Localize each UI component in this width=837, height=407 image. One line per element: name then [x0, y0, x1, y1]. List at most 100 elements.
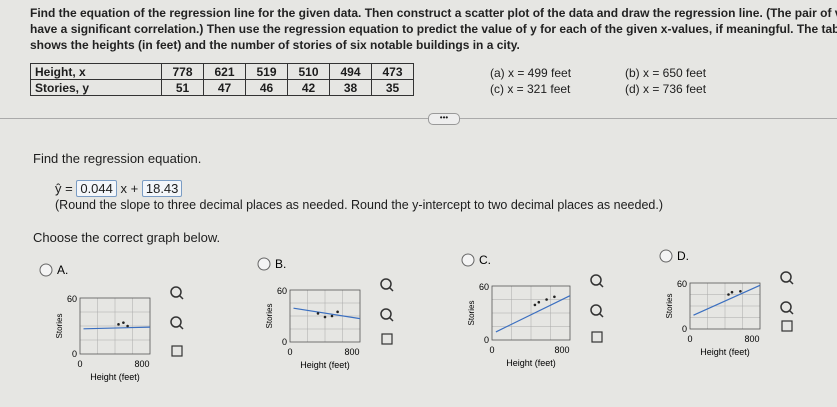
y-tick-label: 60: [67, 294, 77, 304]
point: [553, 295, 556, 299]
y-tick-label: 0: [72, 349, 77, 359]
slope-input[interactable]: 0.044: [76, 180, 117, 197]
x-tick-label: 0: [287, 347, 292, 357]
point: [316, 312, 320, 315]
part: (b) x = 650 feet: [625, 66, 707, 80]
zoom-icon[interactable]: [780, 271, 792, 283]
plot-frame: [491, 285, 571, 341]
table-cell: 473: [371, 63, 414, 80]
intercept-input[interactable]: 18.43: [141, 180, 183, 197]
option-label: C.: [479, 253, 491, 267]
x-tick-label: 0: [489, 345, 494, 355]
popout-icon[interactable]: [171, 345, 183, 357]
equation: ŷ = 0.044 x + 18.43: [55, 180, 183, 197]
y-axis-label: Stories: [55, 314, 64, 339]
y-tick-label: 0: [282, 337, 287, 347]
zoom-handle: [388, 316, 394, 322]
plot-frame: [79, 297, 151, 355]
zoom-icon[interactable]: [380, 308, 392, 320]
y-tick-label: 60: [677, 279, 687, 289]
point: [330, 314, 334, 318]
table-cell: 38: [329, 79, 372, 96]
table-cell: Height, x: [30, 63, 162, 80]
y-axis-label: Stories: [665, 294, 674, 319]
x-axis-label: Height (feet): [300, 360, 350, 370]
point: [545, 298, 548, 301]
zoom-handle: [178, 324, 184, 330]
table-cell: 494: [329, 63, 372, 80]
point: [117, 323, 120, 326]
table-cell: 46: [245, 79, 288, 96]
option-label: A.: [57, 263, 68, 277]
plot-frame: [689, 282, 761, 330]
zoom-handle: [598, 282, 604, 288]
radio-button[interactable]: [39, 263, 53, 277]
y-tick-label: 60: [479, 282, 489, 292]
zoom-icon[interactable]: [170, 316, 182, 328]
y-axis-label: Stories: [467, 301, 476, 326]
point: [323, 315, 327, 319]
regression-line: [495, 295, 571, 333]
question-line: shows the heights (in feet) and the numb…: [30, 38, 520, 52]
zoom-icon[interactable]: [590, 274, 602, 286]
table-cell: 42: [287, 79, 330, 96]
question-line: Find the equation of the regression line…: [30, 6, 837, 20]
point: [126, 324, 129, 328]
option-label: B.: [275, 257, 286, 271]
table-row: Height, x 778 621 519 510 494 473: [30, 63, 414, 80]
zoom-handle: [788, 279, 794, 285]
table-row: Stories, y 51 47 46 42 38 35: [30, 79, 414, 96]
point: [730, 290, 734, 294]
data-table: Height, x 778 621 519 510 494 473 Stories, y 51 4…: [30, 63, 414, 96]
x-tick-label: 0: [687, 334, 692, 344]
option-label: D.: [677, 249, 689, 263]
x-tick-label: 800: [344, 347, 359, 357]
zoom-icon[interactable]: [170, 286, 182, 298]
popout-icon[interactable]: [381, 333, 393, 345]
zoom-handle: [178, 294, 184, 300]
zoom-handle: [598, 312, 604, 318]
regression-line: [693, 284, 761, 316]
radio-button[interactable]: [257, 257, 271, 271]
x-axis-label: Height (feet): [90, 372, 140, 382]
point: [537, 300, 541, 304]
y-tick-label: 0: [682, 324, 687, 334]
question-line: have a significant correlation.) Then us…: [30, 22, 837, 36]
divider: [0, 118, 837, 119]
point: [533, 303, 537, 307]
zoom-icon[interactable]: [380, 278, 392, 290]
y-axis-label: Stories: [265, 304, 274, 329]
point: [727, 293, 730, 296]
part: (a) x = 499 feet: [490, 66, 572, 80]
point: [122, 321, 125, 324]
popout-icon[interactable]: [781, 320, 793, 332]
table-cell: 778: [161, 63, 204, 80]
table-cell: 621: [203, 63, 246, 80]
x-tick-label: 800: [744, 334, 759, 344]
x-tick-label: 800: [134, 359, 149, 369]
zoom-handle: [788, 309, 794, 315]
table-cell: 51: [161, 79, 204, 96]
rounding-note: (Round the slope to three decimal places…: [55, 198, 664, 212]
radio-button[interactable]: [659, 249, 673, 263]
regression-line: [293, 307, 361, 320]
x-axis-label: Height (feet): [700, 347, 750, 357]
zoom-icon[interactable]: [780, 301, 792, 313]
x-axis-label: Height (feet): [506, 358, 556, 368]
zoom-icon[interactable]: [590, 304, 602, 316]
x-tick-label: 0: [77, 359, 82, 369]
prompt: Choose the correct graph below.: [33, 230, 221, 245]
table-cell: 510: [287, 63, 330, 80]
radio-button[interactable]: [461, 253, 475, 267]
expand-button[interactable]: •••: [428, 113, 460, 125]
y-tick-label: 0: [484, 335, 489, 345]
table-cell: 519: [245, 63, 288, 80]
popout-icon[interactable]: [591, 331, 603, 343]
y-tick-label: 60: [277, 286, 287, 296]
table-cell: Stories, y: [30, 79, 162, 96]
prompt: Find the regression equation.: [33, 151, 202, 166]
equation-mid: x +: [120, 181, 139, 196]
table-cell: 35: [371, 79, 414, 96]
equation-lhs: ŷ =: [55, 181, 73, 196]
